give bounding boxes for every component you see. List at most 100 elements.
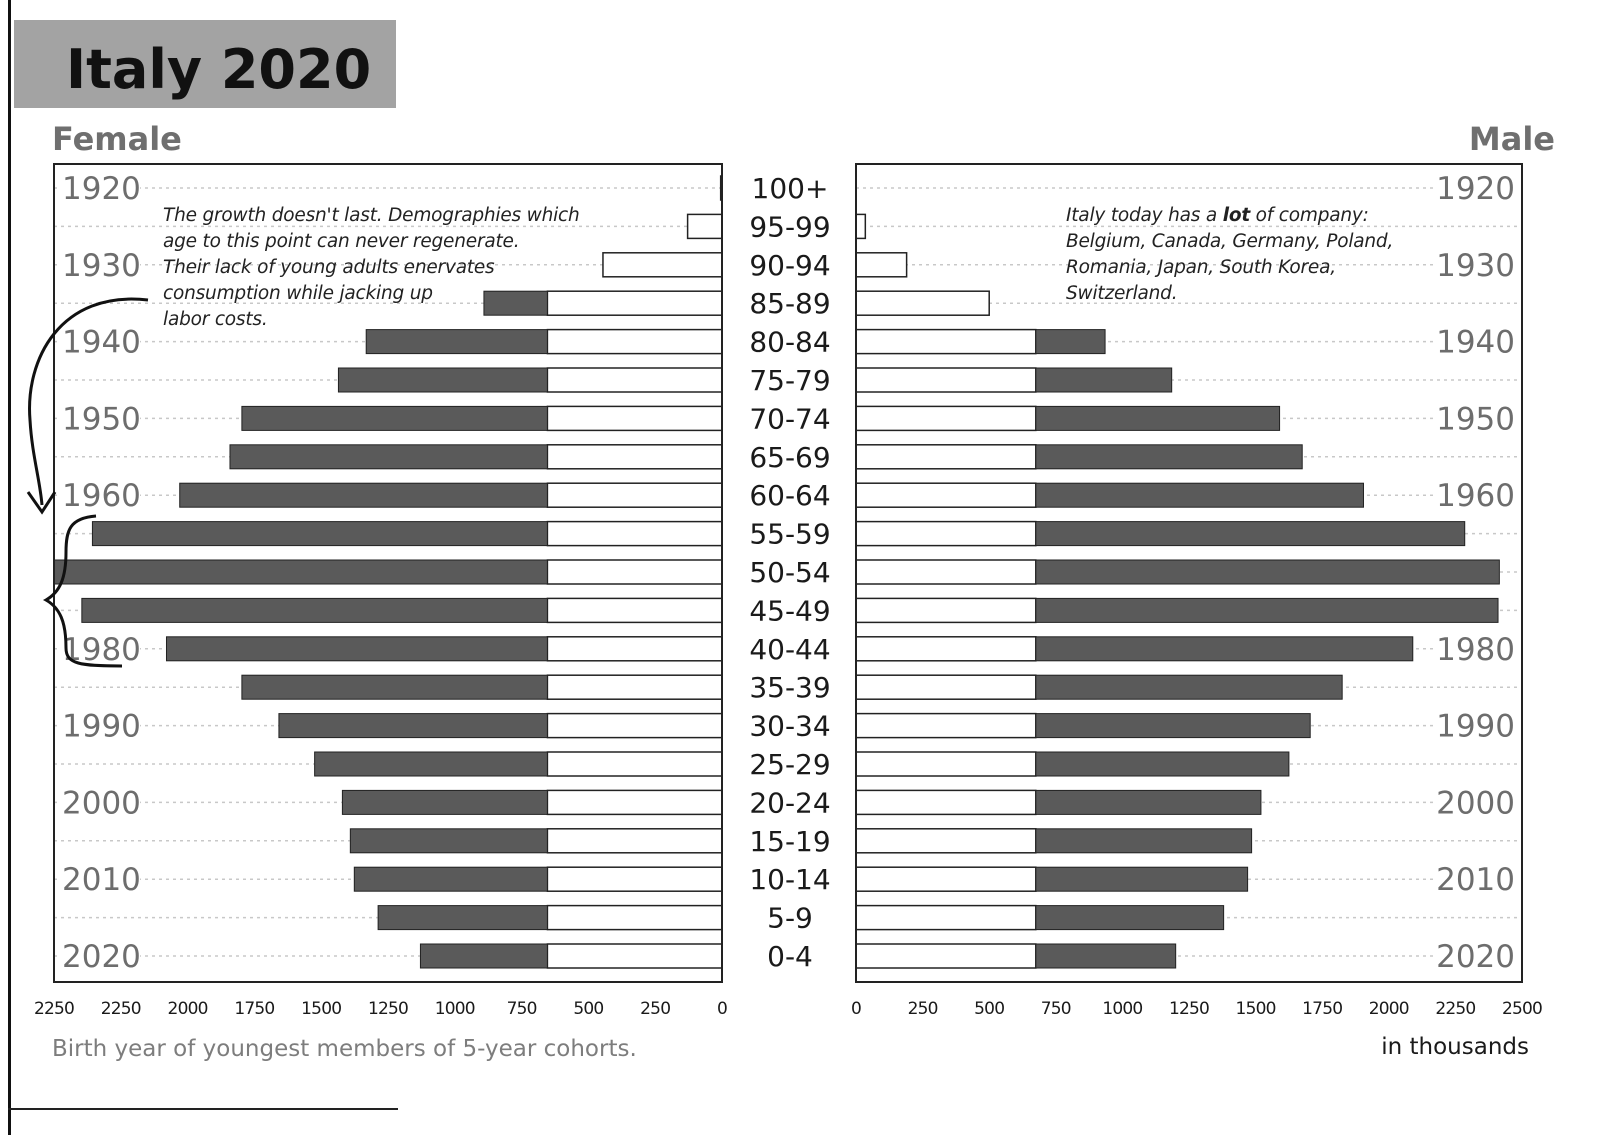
year-label-bg xyxy=(58,477,140,514)
male-bar-light xyxy=(855,290,990,316)
age-group-label: 50-54 xyxy=(749,556,830,589)
female-bar-dark xyxy=(241,674,548,700)
female-bar-dark xyxy=(341,789,548,815)
age-group-label: 95-99 xyxy=(749,210,830,243)
age-group-label: 85-89 xyxy=(749,287,830,320)
age-group-label: 55-59 xyxy=(749,518,830,551)
male-bar-light xyxy=(855,405,1037,432)
year-label-bg xyxy=(58,938,140,974)
female-bar-dark xyxy=(377,905,548,931)
male-bar-light xyxy=(855,636,1037,662)
unit-caption: in thousands xyxy=(1381,1034,1529,1060)
female-bar-dark xyxy=(353,866,548,892)
female-x-tick-label: 1250 xyxy=(368,999,408,1019)
female-bar-light xyxy=(546,828,723,854)
chart-title: Italy 2020 xyxy=(66,38,372,101)
year-label-bg xyxy=(1436,170,1518,206)
male-bar-dark xyxy=(1035,367,1173,393)
male-x-tick-label: 2000 xyxy=(1369,999,1409,1019)
female-bar-light xyxy=(546,405,723,432)
male-bar-dark xyxy=(1035,828,1253,854)
female-bar-dark xyxy=(337,367,548,393)
note-left-line: labor costs. xyxy=(163,309,268,330)
female-label: Female xyxy=(52,120,182,158)
male-x-tick-label: 2500 xyxy=(1502,999,1542,1019)
male-year-label: 1920 xyxy=(1436,171,1515,207)
male-bar-dark xyxy=(1035,674,1343,700)
female-year-label: 1960 xyxy=(62,478,141,514)
note-left-line: The growth doesn't last. Demographies wh… xyxy=(163,205,580,226)
male-year-label: 2000 xyxy=(1436,785,1515,821)
female-x-tick-label: 2250 xyxy=(34,999,74,1019)
year-label-bg xyxy=(1436,938,1518,974)
male-x-tick-label: 2250 xyxy=(1435,999,1475,1019)
female-bar-dark xyxy=(365,329,548,355)
age-group-label: 65-69 xyxy=(749,441,830,474)
year-label-bg xyxy=(58,323,140,360)
male-bar-dark xyxy=(1035,751,1290,777)
male-year-label: 2020 xyxy=(1436,939,1515,975)
male-x-tick-label: 1750 xyxy=(1302,999,1342,1019)
year-label-bg xyxy=(58,784,140,821)
male-bar-dark xyxy=(1035,597,1499,623)
male-bar-dark xyxy=(1035,943,1177,969)
male-bar-light xyxy=(855,520,1037,547)
year-label-bg xyxy=(58,170,140,206)
age-group-label: 10-14 xyxy=(749,863,830,896)
female-year-label: 1920 xyxy=(62,171,141,207)
female-bar-light xyxy=(546,943,723,969)
male-year-label: 1940 xyxy=(1436,325,1515,361)
male-bar-dark xyxy=(1035,482,1364,508)
age-group-label: 0-4 xyxy=(767,940,813,973)
year-label-bg xyxy=(1436,630,1518,667)
female-bar-light xyxy=(546,520,723,547)
male-bar-dark xyxy=(1035,713,1311,739)
age-group-label: 5-9 xyxy=(767,902,813,935)
female-x-tick-label: 2250 xyxy=(101,999,141,1019)
female-year-label: 2010 xyxy=(62,862,141,898)
male-bar-light xyxy=(855,597,1037,624)
male-bar-light xyxy=(855,559,1037,585)
age-group-label: 90-94 xyxy=(749,249,830,282)
year-label-bg xyxy=(1436,400,1518,437)
female-bar-light xyxy=(546,866,723,892)
female-x-tick-label: 1750 xyxy=(234,999,274,1019)
title-box: Italy 2020 xyxy=(14,20,396,108)
male-bar-dark xyxy=(1035,636,1414,662)
female-bar-light xyxy=(546,559,723,585)
male-bar-light xyxy=(855,789,1037,816)
note-left-line: consumption while jacking up xyxy=(163,283,433,304)
female-bar-light xyxy=(546,597,723,624)
male-year-label: 1980 xyxy=(1436,632,1515,668)
age-group-label: 30-34 xyxy=(749,710,830,743)
male-bar-light xyxy=(855,482,1037,508)
female-x-tick-label: 500 xyxy=(573,999,603,1019)
female-x-tick-label: 0 xyxy=(717,999,727,1019)
male-bar-light xyxy=(855,367,1037,393)
female-x-tick-label: 750 xyxy=(507,999,537,1019)
female-bar-dark xyxy=(53,559,548,585)
female-year-label: 2020 xyxy=(62,939,141,975)
male-bar-light xyxy=(855,213,867,240)
male-bar-light xyxy=(855,252,908,278)
female-bar-light xyxy=(686,213,723,240)
year-label-bg xyxy=(1436,323,1518,360)
male-x-tick-label: 1000 xyxy=(1102,999,1142,1019)
note-right-line: Switzerland. xyxy=(1066,283,1178,304)
female-bar-light xyxy=(602,252,723,278)
female-x-tick-label: 1000 xyxy=(435,999,475,1019)
age-group-label: 20-24 xyxy=(749,786,830,819)
note-left-line: age to this point can never regenerate. xyxy=(163,231,520,252)
arrowhead-icon xyxy=(26,491,57,515)
male-bar-dark xyxy=(1035,789,1262,815)
female-bar-light xyxy=(546,328,723,355)
age-group-label: 40-44 xyxy=(749,633,830,666)
female-bar-dark xyxy=(419,943,548,969)
male-year-label: 2010 xyxy=(1436,862,1515,898)
male-bar-light xyxy=(855,828,1037,854)
male-bar-dark xyxy=(1035,329,1106,355)
female-bar-dark xyxy=(483,290,548,316)
male-label: Male xyxy=(1468,120,1555,158)
note-right-line: Romania, Japan, South Korea, xyxy=(1066,257,1336,278)
bottom-rule xyxy=(8,1108,398,1110)
